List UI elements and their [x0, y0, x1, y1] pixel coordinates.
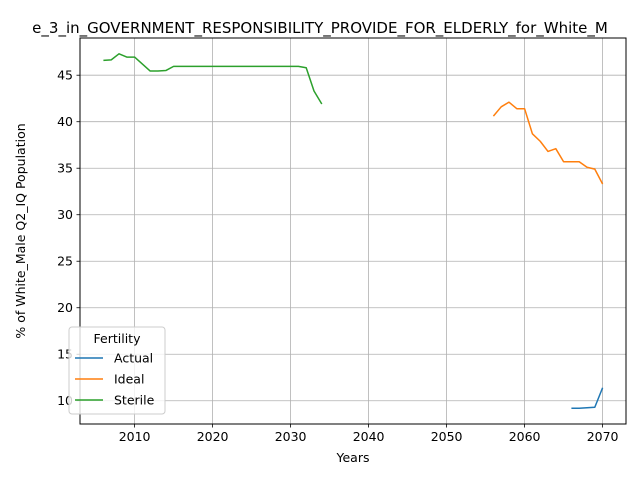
series-line-sterile	[103, 53, 323, 105]
x-tick-label: 2070	[587, 429, 619, 444]
x-tick-label: 2010	[119, 429, 151, 444]
y-tick-label: 30	[57, 207, 73, 222]
y-axis-label: % of White_Male Q2_IQ Population	[13, 123, 28, 338]
y-tick-label: 40	[57, 114, 73, 129]
legend-label-actual: Actual	[114, 351, 153, 366]
x-tick-label: 2060	[509, 429, 541, 444]
series-lines	[103, 53, 604, 409]
x-tick-label: 2020	[197, 429, 229, 444]
legend-label-ideal: Ideal	[114, 372, 144, 387]
x-axis-ticks: 2010 2020 2030 2040 2050 2060 2070	[119, 424, 619, 444]
grid-lines	[80, 38, 626, 424]
legend-label-sterile: Sterile	[114, 393, 155, 408]
legend: Fertility Actual Ideal Sterile	[68, 326, 166, 415]
y-tick-label: 45	[57, 68, 73, 83]
series-line-ideal	[492, 101, 604, 185]
legend-box	[68, 326, 166, 415]
x-tick-label: 2030	[275, 429, 307, 444]
y-tick-label: 35	[57, 161, 73, 176]
y-tick-label: 20	[57, 300, 73, 315]
legend-title: Fertility	[94, 331, 142, 346]
plot-frame	[79, 37, 627, 425]
series-line-actual	[571, 387, 604, 409]
x-tick-label: 2050	[431, 429, 463, 444]
x-axis-label: Years	[336, 450, 370, 465]
y-tick-label: 25	[57, 254, 73, 269]
x-tick-label: 2040	[353, 429, 385, 444]
chart-title: e_3_in_GOVERNMENT_RESPONSIBILITY_PROVIDE…	[32, 19, 608, 38]
